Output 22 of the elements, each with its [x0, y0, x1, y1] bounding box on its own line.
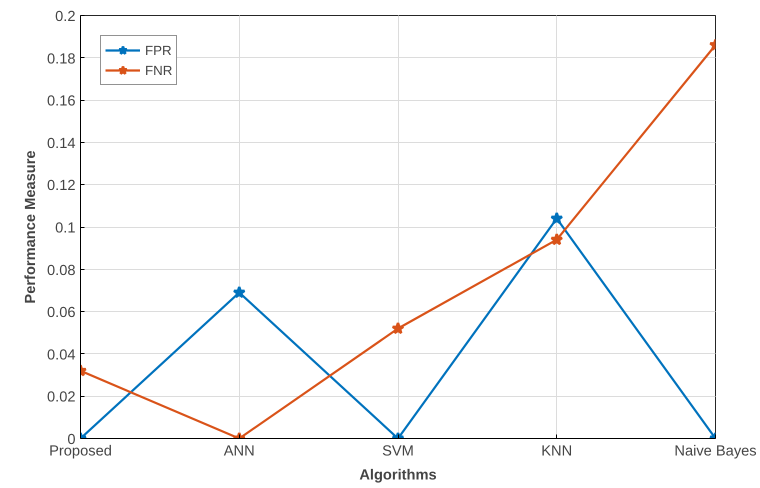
legend-label: FNR — [145, 62, 172, 78]
y-tick-label: 0.12 — [46, 178, 76, 194]
x-tick-label: ANN — [224, 444, 255, 460]
point — [232, 286, 246, 298]
point — [550, 232, 564, 246]
x-tick-label: SVM — [382, 444, 414, 460]
y-tick-label: 0.18 — [46, 51, 76, 68]
legend-label: FPR — [145, 42, 172, 58]
x-tick-label: Naive Bayes — [674, 444, 757, 460]
y-axis-title: Performance Measure — [22, 150, 39, 304]
y-tick-label: 0.2 — [55, 9, 76, 25]
y-tick-label: 0.1 — [55, 220, 76, 236]
point — [550, 212, 564, 224]
x-tick-label: KNN — [541, 444, 572, 460]
y-tick-label: 0.06 — [46, 305, 76, 322]
x-axis-title: Algorithms — [359, 468, 437, 484]
y-tick-label: 0.04 — [46, 347, 76, 364]
point — [392, 322, 404, 334]
y-tick-label: 0.16 — [46, 94, 76, 110]
y-tick-label: 0.14 — [46, 136, 76, 152]
y-tick-label: 0.08 — [46, 262, 76, 279]
y-tick-label: 0.02 — [46, 390, 76, 406]
